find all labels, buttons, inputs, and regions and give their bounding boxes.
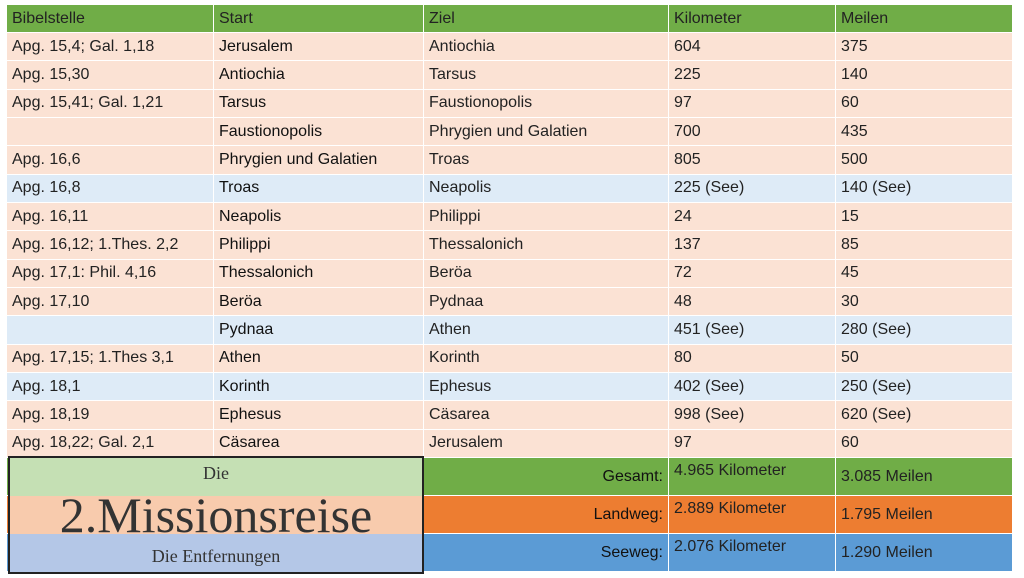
cell: Pydnaa: [424, 288, 669, 317]
cell: 30: [836, 288, 1013, 317]
cell: Ephesus: [214, 401, 424, 430]
cell: Thessalonich: [214, 259, 424, 288]
cell: Apg. 17,1: Phil. 4,16: [7, 259, 214, 288]
cell: 60: [836, 429, 1013, 458]
cell: 48: [669, 288, 836, 317]
summary-km: 2.889 Kilometer: [669, 496, 836, 534]
summary-km: 2.076 Kilometer: [669, 534, 836, 572]
cell: Thessalonich: [424, 231, 669, 260]
title-pre: Die: [10, 458, 422, 496]
cell: Beröa: [424, 259, 669, 288]
cell: Troas: [424, 146, 669, 175]
cell: Neapolis: [424, 174, 669, 203]
cell: Apg. 16,11: [7, 203, 214, 232]
cell: 24: [669, 203, 836, 232]
cell: Apg. 17,10: [7, 288, 214, 317]
summary-mi: 1.795 Meilen: [836, 496, 1013, 534]
cell: Antiochia: [214, 61, 424, 90]
cell: 85: [836, 231, 1013, 260]
header-cell: Meilen: [836, 5, 1013, 33]
cell: Beröa: [214, 288, 424, 317]
cell: 998 (See): [669, 401, 836, 430]
cell: Apg. 18,22; Gal. 2,1: [7, 429, 214, 458]
title-box: Die 2.Missionsreise Die Entfernungen: [8, 456, 424, 574]
header-cell: Ziel: [424, 5, 669, 33]
cell: Apg. 18,1: [7, 373, 214, 402]
cell: Philippi: [424, 203, 669, 232]
cell: 451 (See): [669, 316, 836, 345]
cell: Cäsarea: [424, 401, 669, 430]
cell: Cäsarea: [214, 429, 424, 458]
cell: Troas: [214, 174, 424, 203]
cell: 140: [836, 61, 1013, 90]
cell: 97: [669, 429, 836, 458]
summary-label: Landweg:: [424, 496, 669, 534]
cell: Athen: [424, 316, 669, 345]
cell: Apg. 15,4; Gal. 1,18: [7, 33, 214, 62]
cell: 225 (See): [669, 174, 836, 203]
cell: 50: [836, 344, 1013, 373]
cell: 72: [669, 259, 836, 288]
cell: 375: [836, 33, 1013, 62]
title-sub: Die Entfernungen: [10, 534, 422, 572]
cell: Neapolis: [214, 203, 424, 232]
summary-mi: 1.290 Meilen: [836, 534, 1013, 572]
cell: 97: [669, 89, 836, 118]
cell: 700: [669, 118, 836, 147]
cell: 280 (See): [836, 316, 1013, 345]
cell: 137: [669, 231, 836, 260]
cell: Faustionopolis: [424, 89, 669, 118]
header-cell: Bibelstelle: [7, 5, 214, 33]
cell: Korinth: [214, 373, 424, 402]
cell: 250 (See): [836, 373, 1013, 402]
cell: Philippi: [214, 231, 424, 260]
cell: Tarsus: [214, 89, 424, 118]
summary-label: Seeweg:: [424, 534, 669, 572]
cell: Antiochia: [424, 33, 669, 62]
cell: Athen: [214, 344, 424, 373]
cell: Jerusalem: [214, 33, 424, 62]
cell: Jerusalem: [424, 429, 669, 458]
cell: 435: [836, 118, 1013, 147]
cell: 45: [836, 259, 1013, 288]
cell: Ephesus: [424, 373, 669, 402]
cell: [7, 118, 214, 147]
cell: Apg. 16,6: [7, 146, 214, 175]
cell: Phrygien und Galatien: [214, 146, 424, 175]
summary-km: 4.965 Kilometer: [669, 458, 836, 496]
header-cell: Start: [214, 5, 424, 33]
cell: 805: [669, 146, 836, 175]
cell: Apg. 16,8: [7, 174, 214, 203]
cell: Pydnaa: [214, 316, 424, 345]
cell: [7, 316, 214, 345]
cell: Tarsus: [424, 61, 669, 90]
cell: Phrygien und Galatien: [424, 118, 669, 147]
cell: 60: [836, 89, 1013, 118]
title-main: 2.Missionsreise: [10, 490, 422, 540]
cell: 225: [669, 61, 836, 90]
cell: 620 (See): [836, 401, 1013, 430]
cell: 500: [836, 146, 1013, 175]
cell: Faustionopolis: [214, 118, 424, 147]
cell: Apg. 17,15; 1.Thes 3,1: [7, 344, 214, 373]
cell: 604: [669, 33, 836, 62]
cell: Apg. 16,12; 1.Thes. 2,2: [7, 231, 214, 260]
cell: Apg. 15,30: [7, 61, 214, 90]
cell: 15: [836, 203, 1013, 232]
cell: 140 (See): [836, 174, 1013, 203]
cell: 80: [669, 344, 836, 373]
header-cell: Kilometer: [669, 5, 836, 33]
cell: Apg. 15,41; Gal. 1,21: [7, 89, 214, 118]
summary-mi: 3.085 Meilen: [836, 458, 1013, 496]
cell: 402 (See): [669, 373, 836, 402]
cell: Apg. 18,19: [7, 401, 214, 430]
cell: Korinth: [424, 344, 669, 373]
summary-label: Gesamt:: [424, 458, 669, 496]
